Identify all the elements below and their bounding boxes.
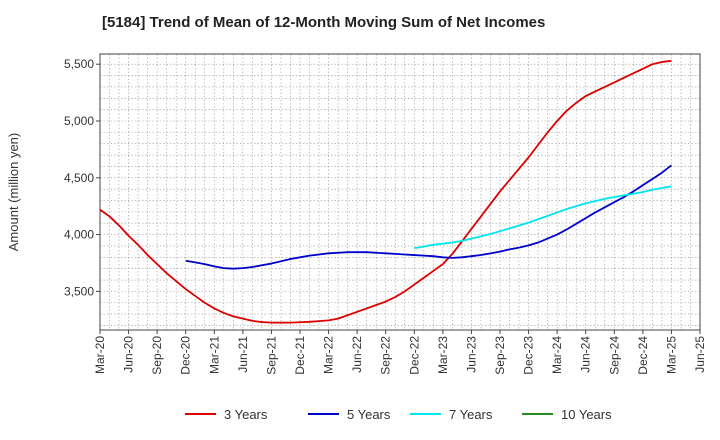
x-tick-label: Sep-22 bbox=[379, 336, 393, 375]
x-tick-label: Dec-23 bbox=[522, 336, 536, 375]
series-line-3-years bbox=[99, 59, 672, 324]
x-tick-label: Mar-25 bbox=[664, 336, 678, 374]
x-tick-label: Dec-24 bbox=[636, 336, 650, 375]
x-tick-label: Jun-21 bbox=[236, 336, 250, 373]
x-tick-label: Mar-21 bbox=[207, 336, 221, 374]
series-line-5-years bbox=[185, 164, 672, 270]
x-tick-label: Sep-20 bbox=[150, 336, 164, 375]
x-tick-label: Dec-22 bbox=[407, 336, 421, 375]
y-tick-label: 4,000 bbox=[64, 228, 94, 242]
legend-label: 5 Years bbox=[347, 407, 391, 422]
chart-title: [5184] Trend of Mean of 12-Month Moving … bbox=[102, 14, 546, 31]
x-tick-label: Sep-21 bbox=[264, 336, 278, 375]
x-tick-label: Jun-25 bbox=[693, 336, 707, 373]
x-tick-label: Mar-22 bbox=[322, 336, 336, 374]
x-tick-label: Mar-23 bbox=[436, 336, 450, 374]
y-tick-label: 4,500 bbox=[64, 171, 94, 185]
x-tick-label: Sep-24 bbox=[607, 336, 621, 375]
series-line-7-years bbox=[414, 185, 672, 250]
x-tick-label: Jun-24 bbox=[579, 336, 593, 373]
x-tick-label: Mar-24 bbox=[550, 336, 564, 374]
x-tick-label: Dec-21 bbox=[293, 336, 307, 375]
plot-frame bbox=[99, 53, 701, 331]
x-tick-label: Jun-20 bbox=[122, 336, 136, 373]
x-tick-label: Sep-23 bbox=[493, 336, 507, 375]
x-tick-label: Jun-22 bbox=[350, 336, 364, 373]
y-tick-label: 3,500 bbox=[64, 284, 94, 298]
y-tick-label: 5,500 bbox=[64, 57, 94, 71]
x-tick-label: Jun-23 bbox=[464, 336, 478, 373]
x-tick-label: Mar-20 bbox=[93, 336, 107, 374]
x-tick-label: Dec-20 bbox=[179, 336, 193, 375]
legend-label: 10 Years bbox=[561, 407, 612, 422]
y-axis-title: Amount (million yen) bbox=[6, 133, 21, 252]
y-tick-label: 5,000 bbox=[64, 114, 94, 128]
legend-label: 3 Years bbox=[224, 407, 268, 422]
legend-label: 7 Years bbox=[449, 407, 493, 422]
